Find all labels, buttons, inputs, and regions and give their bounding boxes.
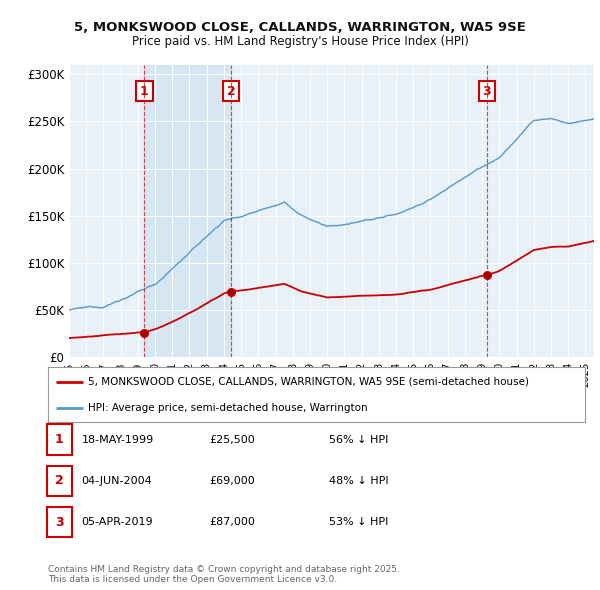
Text: Price paid vs. HM Land Registry's House Price Index (HPI): Price paid vs. HM Land Registry's House … — [131, 35, 469, 48]
Text: 04-JUN-2004: 04-JUN-2004 — [82, 476, 152, 486]
Bar — [145, 65, 231, 357]
Text: 2: 2 — [227, 85, 236, 98]
Text: 5, MONKSWOOD CLOSE, CALLANDS, WARRINGTON, WA5 9SE (semi-detached house): 5, MONKSWOOD CLOSE, CALLANDS, WARRINGTON… — [88, 377, 529, 387]
Text: 05-APR-2019: 05-APR-2019 — [82, 517, 153, 527]
Text: £25,500: £25,500 — [209, 435, 254, 444]
Text: 1: 1 — [140, 85, 149, 98]
Text: 3: 3 — [482, 85, 491, 98]
Text: 56% ↓ HPI: 56% ↓ HPI — [329, 435, 388, 444]
Text: Contains HM Land Registry data © Crown copyright and database right 2025.
This d: Contains HM Land Registry data © Crown c… — [48, 565, 400, 584]
Text: £87,000: £87,000 — [209, 517, 254, 527]
Text: HPI: Average price, semi-detached house, Warrington: HPI: Average price, semi-detached house,… — [88, 403, 368, 413]
Text: 18-MAY-1999: 18-MAY-1999 — [82, 435, 154, 444]
Text: 5, MONKSWOOD CLOSE, CALLANDS, WARRINGTON, WA5 9SE: 5, MONKSWOOD CLOSE, CALLANDS, WARRINGTON… — [74, 21, 526, 34]
Text: 2: 2 — [55, 474, 64, 487]
Text: 1: 1 — [55, 433, 64, 446]
Text: 53% ↓ HPI: 53% ↓ HPI — [329, 517, 388, 527]
Text: 48% ↓ HPI: 48% ↓ HPI — [329, 476, 388, 486]
Text: 3: 3 — [55, 516, 64, 529]
Text: £69,000: £69,000 — [209, 476, 254, 486]
